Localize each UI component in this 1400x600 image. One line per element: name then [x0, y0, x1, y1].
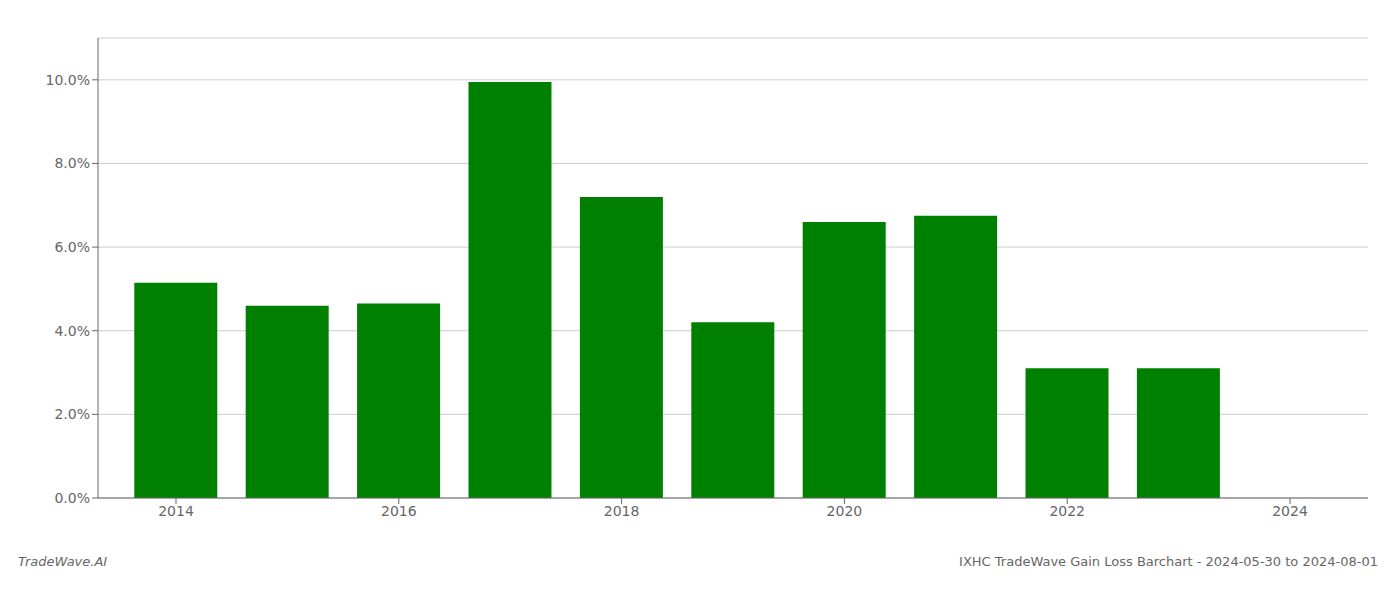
- svg-text:0.0%: 0.0%: [54, 490, 90, 506]
- svg-text:2.0%: 2.0%: [54, 406, 90, 422]
- svg-text:8.0%: 8.0%: [54, 155, 90, 171]
- svg-text:2016: 2016: [381, 503, 417, 519]
- html-text:IXHC TradeWave Gain Loss Barch: IXHC TradeWave Gain Loss Barchart - 2024…: [959, 554, 1378, 569]
- svg-text:2018: 2018: [604, 503, 640, 519]
- svg-text:10.0%: 10.0%: [46, 72, 90, 88]
- svg-text:6.0%: 6.0%: [54, 239, 90, 255]
- svg-text:2014: 2014: [158, 503, 194, 519]
- svg-text:4.0%: 4.0%: [54, 323, 90, 339]
- svg-text:2020: 2020: [827, 503, 863, 519]
- svg-text:2022: 2022: [1049, 503, 1085, 519]
- html-text:TradeWave.AI: TradeWave.AI: [18, 554, 108, 569]
- svg-text:2024: 2024: [1272, 503, 1308, 519]
